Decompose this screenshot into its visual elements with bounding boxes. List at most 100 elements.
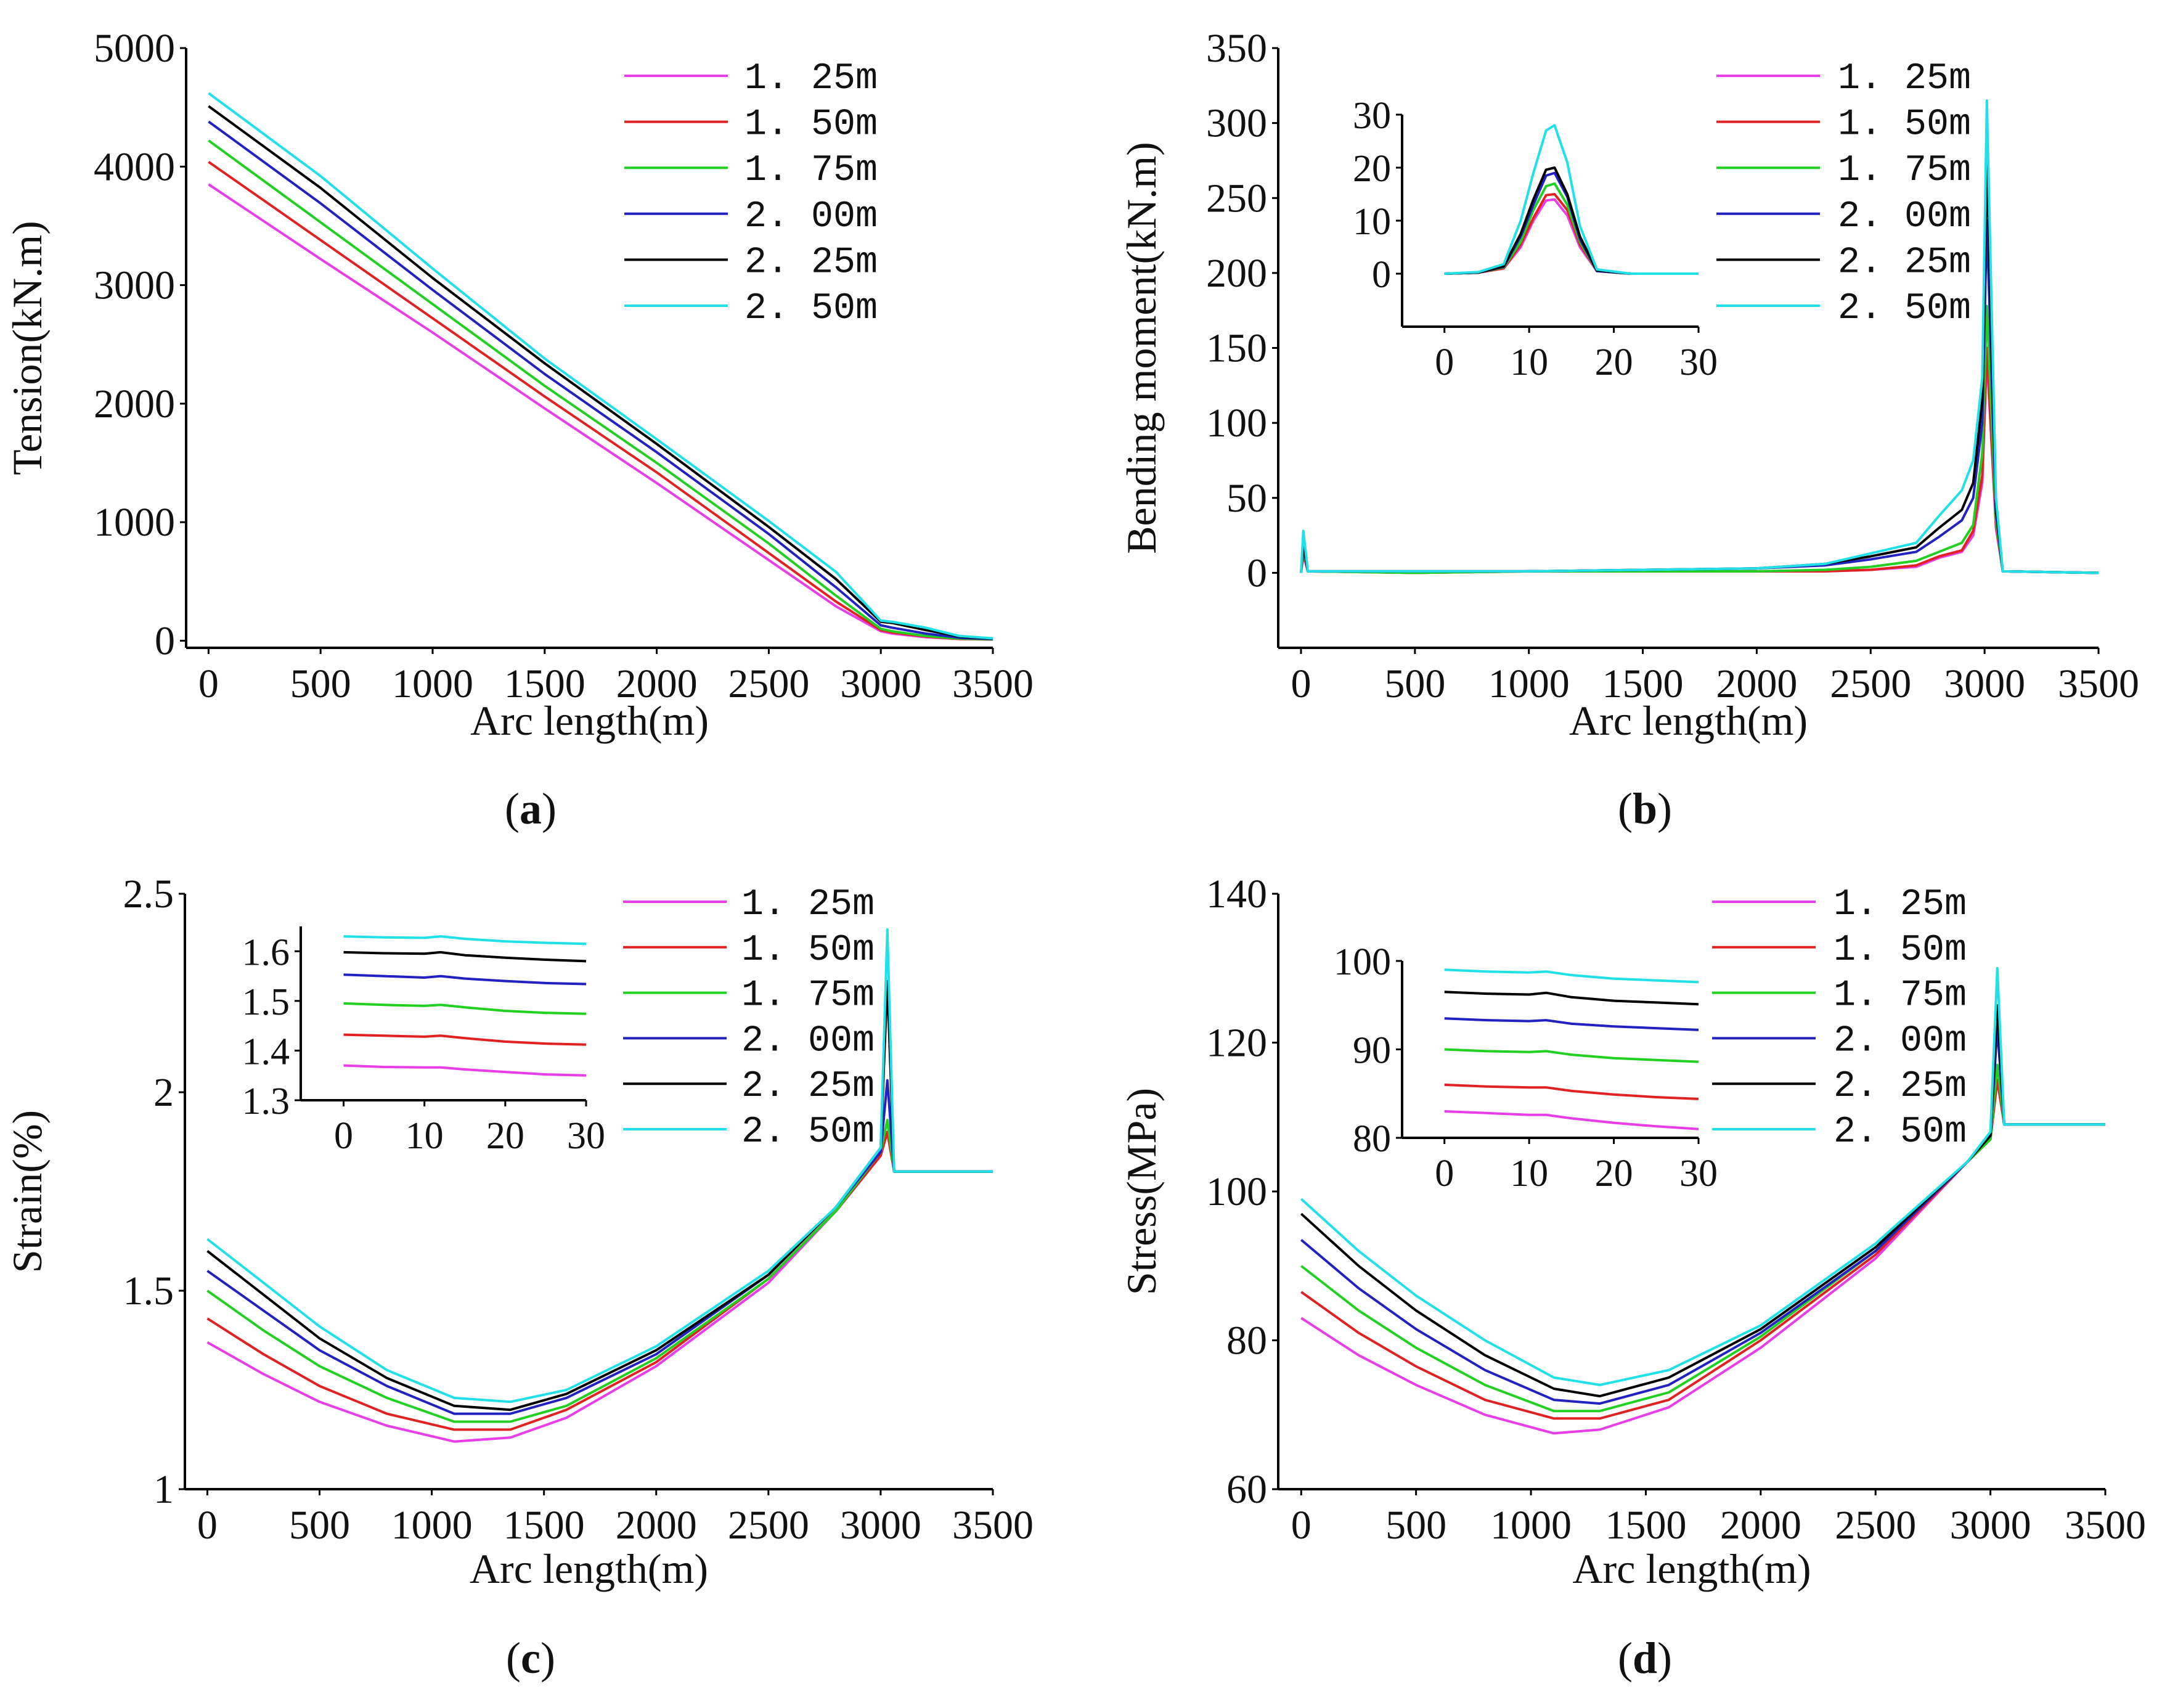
caption-paren-close: ) [542, 784, 557, 833]
x-tick-label: 0 [1291, 1503, 1311, 1548]
x-tick-label: 1500 [1605, 1503, 1686, 1548]
x-tick-label: 3000 [1944, 661, 2025, 706]
caption-paren-open: ( [505, 784, 520, 833]
legend-label: 1. 75m [1834, 975, 1967, 1017]
y-tick-label: 300 [1206, 101, 1267, 146]
x-tick-label: 10 [406, 1115, 444, 1157]
x-axis-label: Arc length(m) [470, 697, 709, 744]
series-line-125 [343, 1064, 587, 1077]
y-tick-label: 1.5 [123, 1269, 174, 1314]
series-line-175 [1444, 1048, 1699, 1063]
x-tick-label: 1000 [1488, 661, 1570, 706]
y-tick-label: 0 [1247, 550, 1267, 595]
caption-paren-open: ( [1618, 1633, 1633, 1683]
y-tick-label: 150 [1206, 326, 1267, 371]
legend-label: 1. 50m [1834, 930, 1967, 971]
y-tick-label: 100 [1206, 1169, 1267, 1214]
panel-caption: (b) [1618, 784, 1672, 833]
legend-label: 2. 00m [1834, 1020, 1967, 1062]
series-line-200 [1300, 1026, 2105, 1405]
x-tick-label: 30 [1679, 341, 1718, 383]
series-line-250 [206, 928, 993, 1404]
y-tick-label: 140 [1206, 872, 1267, 917]
series-line-125 [1300, 1078, 2105, 1435]
y-axis-label: Stress(MPa) [1118, 1088, 1165, 1295]
caption-paren-close: ) [1657, 784, 1672, 833]
caption-letter: b [1633, 784, 1657, 833]
x-tick-label: 3000 [840, 661, 921, 706]
x-tick-label: 500 [290, 661, 351, 706]
x-axis-label: Arc length(m) [1569, 697, 1808, 744]
series-line-200 [343, 973, 587, 986]
series-line-150 [1444, 1083, 1699, 1100]
y-tick-label: 1.6 [242, 931, 290, 973]
y-tick-label: 4000 [94, 144, 175, 189]
x-tick-label: 20 [1595, 341, 1633, 383]
series-line-200 [206, 1079, 993, 1415]
x-tick-label: 20 [1595, 1153, 1633, 1195]
legend-label: 1. 75m [741, 975, 875, 1017]
caption-paren-open: ( [506, 1633, 521, 1683]
series-line-150 [206, 1130, 993, 1431]
x-tick-label: 2000 [1720, 1503, 1801, 1548]
series-line-125 [1300, 354, 2099, 574]
y-tick-label: 30 [1353, 95, 1391, 137]
series-line-175 [206, 1119, 993, 1423]
series-line-250 [1300, 99, 2099, 574]
y-tick-label: 90 [1353, 1030, 1391, 1072]
y-tick-label: 1.3 [242, 1081, 290, 1122]
legend-label: 1. 25m [1834, 884, 1967, 926]
x-tick-label: 500 [1384, 661, 1445, 706]
x-tick-label: 3500 [2065, 1503, 2146, 1548]
legend-label: 1. 50m [741, 930, 875, 971]
x-tick-label: 0 [197, 1503, 218, 1548]
x-tick-label: 2000 [616, 1503, 697, 1548]
x-tick-label: 2500 [728, 661, 809, 706]
legend-label: 1. 75m [1838, 150, 1971, 192]
y-tick-label: 80 [1226, 1318, 1267, 1363]
y-tick-label: 50 [1226, 476, 1267, 521]
chart-c-inset: 0 10 20 30 1.3 1.4 1.5 1.6 [242, 926, 605, 1157]
x-tick-label: 2500 [1830, 661, 1911, 706]
chart-b-inset: 0 10 20 30 0 10 20 30 [1353, 95, 1718, 383]
legend-label: 2. 50m [1834, 1111, 1967, 1153]
y-tick-label: 1.5 [242, 981, 290, 1023]
series-line-250 [343, 935, 587, 946]
x-axis-label: Arc length(m) [1572, 1545, 1811, 1592]
x-tick-label: 30 [567, 1115, 605, 1157]
x-tick-label: 500 [1385, 1503, 1446, 1548]
y-tick-label: 120 [1206, 1021, 1267, 1066]
series-line-250 [1444, 968, 1699, 984]
chart-c: 0 500 1000 1500 2000 2500 3000 3500 1 1.5 2 2.5 Arc … [4, 872, 1034, 1683]
caption-letter: d [1633, 1633, 1657, 1683]
series-line-125 [206, 1130, 993, 1443]
x-tick-label: 10 [1510, 1153, 1548, 1195]
x-tick-label: 0 [1435, 341, 1454, 383]
y-tick-label: 1000 [94, 500, 175, 545]
series-line-200 [208, 120, 993, 640]
y-tick-label: 100 [1206, 401, 1267, 446]
legend-label: 1. 50m [744, 104, 878, 146]
y-tick-label: 80 [1353, 1118, 1391, 1160]
y-tick-label: 0 [155, 618, 175, 663]
series-line-175 [343, 1002, 587, 1015]
chart-d-inset: 0 10 20 30 80 90 100 [1334, 941, 1718, 1195]
series-line-250 [1300, 966, 2105, 1386]
chart-a: 0 500 1000 1500 2000 2500 3000 3500 0 1000 2000 300… [4, 26, 1034, 833]
series-line-125 [1444, 1110, 1699, 1130]
x-tick-label: 3500 [952, 661, 1034, 706]
y-tick-label: 0 [1372, 254, 1391, 296]
legend-label: 2. 25m [1838, 242, 1971, 284]
series-line-175 [1300, 1063, 2105, 1413]
y-tick-label: 1 [153, 1467, 174, 1512]
x-tick-label: 1500 [1602, 661, 1684, 706]
chart-d: 0 500 1000 1500 2000 2500 3000 3500608010012014… [1118, 872, 2146, 1683]
y-axis-label: Bending moment(kN.m) [1118, 142, 1165, 554]
series-line-225 [343, 950, 587, 963]
y-axis-label: Strain(%) [4, 1110, 51, 1273]
x-tick-label: 0 [1435, 1153, 1454, 1195]
series-line-250 [208, 92, 993, 640]
legend-label: 2. 25m [744, 242, 878, 284]
series-line-225 [208, 105, 993, 640]
series-line-250 [1444, 124, 1699, 275]
